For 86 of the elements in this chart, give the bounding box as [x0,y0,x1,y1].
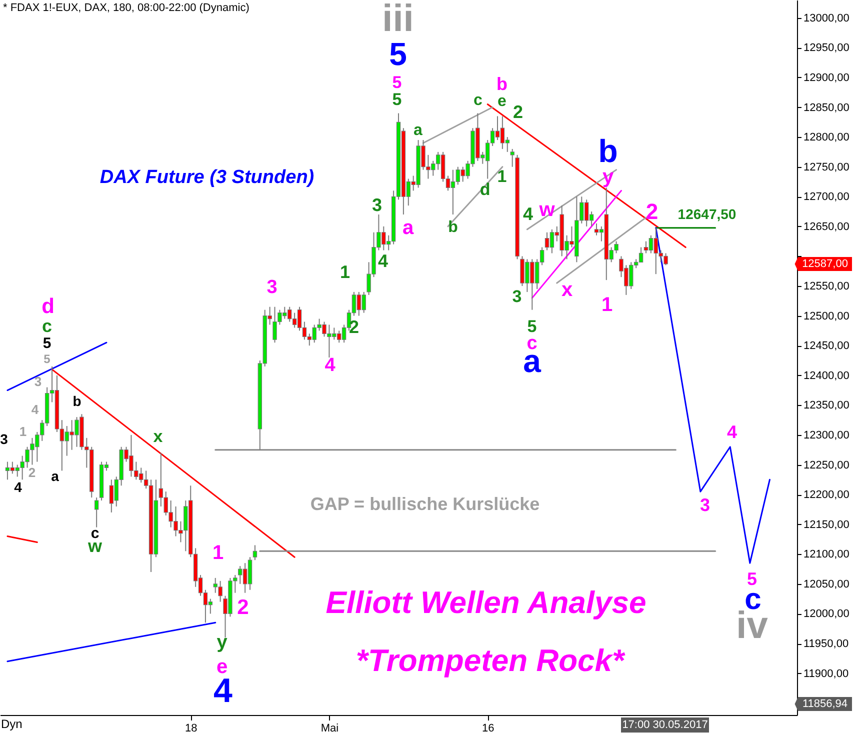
line-series [655,227,770,564]
y-tick-label: 12750,00 [804,161,850,174]
candlestick [94,497,99,528]
annotation: 1 [497,167,507,186]
annotation: 5 [42,335,52,352]
text: 17:00 30.05.2017 [622,719,708,731]
annotation: a [402,217,414,239]
annotation: 4 [726,422,738,442]
annotation: c [42,316,52,336]
y-tick-label: 12250,00 [804,459,850,472]
annotation: 3 [0,431,8,447]
y-tick-label: 13000,00 [804,12,850,24]
y-tick-label: 12650,00 [804,220,850,233]
annotation: 1 [19,424,27,439]
annotation: 3 [34,374,42,389]
annotation: b [448,219,458,236]
annotation: 2 [646,199,658,224]
text: 12587,00 [802,258,848,270]
annotation: *Trompeten Rock* [356,643,626,678]
annotation: 5 [527,317,537,336]
annotation: 4 [31,402,40,417]
y-tick-label: 12150,00 [804,518,850,531]
annotation: 5 [746,569,758,589]
text: Dyn [1,717,22,731]
y-tick-label: 12400,00 [804,370,850,382]
annotation: 4 [378,251,388,271]
annotation: c [90,525,100,542]
annotation: 2 [348,317,360,337]
annotation: 5 [44,352,51,366]
annotation: e [498,93,507,110]
annotation: 5 [392,73,402,92]
y-tick-label: 12000,00 [804,608,850,620]
annotation: 1 [601,294,613,316]
annotation: 4 [14,479,22,495]
annotation: 3 [512,287,522,306]
y-tick-label: 12500,00 [804,310,850,322]
x-tick-label: 18 [184,722,198,733]
annotation: d [42,295,54,318]
y-tick-label: 12900,00 [804,72,850,84]
annotation: 3 [372,195,382,215]
annotation: 2 [512,102,524,122]
y-tick-label: 12300,00 [804,429,850,442]
annotation: a [51,468,60,484]
chart-title: * FDAX 1!-EUX, DAX, 180, 08:00-22:00 (Dynamic) [3,2,250,14]
y-tick-label: 12350,00 [804,400,850,412]
y-tick-label: 12200,00 [804,489,850,502]
annotation: w [538,199,556,221]
annotation: y [216,632,228,653]
y-tick-label: 12850,00 [804,102,850,114]
annotation: 1 [340,262,350,282]
annotation: Elliott Wellen Analyse [326,585,646,620]
y-tick-label: 11900,00 [804,668,849,680]
annotation: c [474,92,483,109]
annotation: 3 [266,277,278,298]
annotation: y [602,166,614,188]
annotation: b [72,393,82,409]
y-tick-label: 12800,00 [804,132,850,144]
y-tick-label: 12950,00 [804,42,850,54]
candlestick [252,544,258,561]
annotation: b [496,74,508,94]
candlestick [510,148,514,168]
annotation: 2 [237,596,249,619]
annotation: 1 [212,542,224,564]
text: DAX Future (3 Stunden) [100,167,314,188]
annotation: 2 [28,465,36,480]
annotation: GAP = bullische Kurslücke [310,494,540,514]
y-tick-label: 12100,00 [804,548,850,561]
annotation: 5 [392,90,402,109]
annotation: 4 [324,355,336,376]
x-tick-label: 16 [482,722,494,733]
y-tick-label: 12450,00 [804,340,850,352]
text: 11856,94 [802,698,848,710]
annotation: 3 [700,495,710,515]
y-tick-label: 12700,00 [804,191,850,204]
y-tick-label: 12050,00 [804,578,850,590]
x-tick-label: Mai [320,722,339,733]
annotation: d [480,180,490,199]
annotation: c [526,333,538,354]
annotation: a [414,122,423,139]
annotation: 4 [522,204,534,224]
annotation: b [598,133,618,169]
annotation: x [561,279,573,301]
annotation: x [153,427,164,446]
y-tick-label: 11950,00 [804,638,849,650]
annotation: 12647,50 [678,206,736,222]
y-tick-label: 12550,00 [804,280,850,292]
